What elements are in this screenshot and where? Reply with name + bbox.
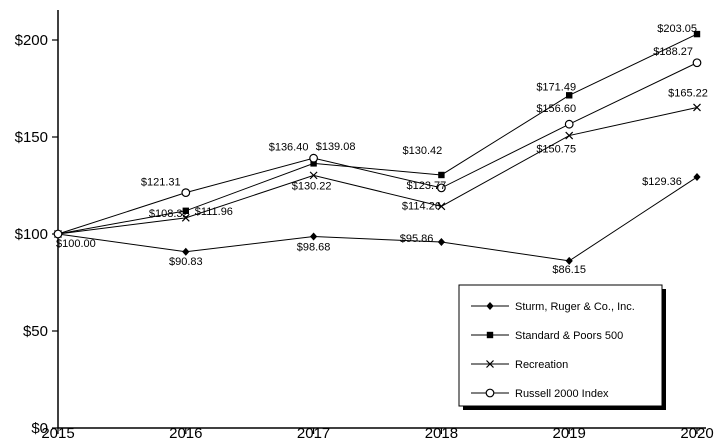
- data-label: $139.08: [316, 141, 356, 153]
- x-marker: [437, 202, 446, 211]
- x-marker: [181, 213, 190, 222]
- series-line: [57, 33, 698, 235]
- square-marker: [486, 331, 494, 339]
- data-label: $123.77: [407, 180, 447, 192]
- legend-item: Russell 2000 Index: [471, 388, 609, 400]
- data-label: $171.49: [536, 81, 576, 93]
- data-label: $90.83: [169, 256, 203, 268]
- square-marker: [693, 30, 701, 38]
- y-tick-label: $200: [15, 32, 48, 49]
- legend-label: Recreation: [515, 359, 568, 371]
- series-x: $108.32 $130.22 $114.26 $150.75 $165.22: [54, 87, 708, 238]
- data-label: $150.75: [536, 144, 576, 156]
- data-label: $188.27: [653, 46, 693, 58]
- x-tick-label: 2015: [41, 425, 74, 440]
- data-label: $108.32: [149, 208, 189, 220]
- data-label: $129.36: [642, 176, 682, 188]
- x-tick-label: 2019: [553, 425, 586, 440]
- y-tick-label: $50: [23, 323, 48, 340]
- circle-marker: [564, 119, 574, 129]
- legend-label: Standard & Poors 500: [515, 330, 623, 342]
- start-data-label: $100.00: [56, 238, 96, 250]
- data-label: $111.96: [195, 206, 233, 218]
- square-marker: [310, 160, 317, 167]
- series-line: [57, 106, 698, 235]
- diamond-marker: [437, 238, 445, 247]
- circle-marker: [309, 153, 319, 163]
- circle-marker: [485, 388, 495, 398]
- x-marker: [693, 103, 701, 112]
- x-marker: [486, 360, 494, 368]
- legend-item: Standard & Poors 500: [471, 330, 623, 342]
- diamond-marker: [693, 173, 701, 182]
- data-label: $114.26: [402, 200, 441, 212]
- legend-label: Russell 2000 Index: [515, 388, 609, 400]
- data-label: $156.60: [536, 103, 576, 115]
- data-label: $121.31: [141, 177, 181, 189]
- series-square: $111.96 $136.40 $130.42 $171.49 $203.05: [54, 23, 701, 238]
- square-marker: [182, 207, 189, 214]
- circle-marker: [53, 229, 63, 239]
- data-label: $130.42: [403, 145, 443, 157]
- series-diamond: $90.83 $98.68 $95.86 $86.15 $129.36: [54, 173, 701, 276]
- diamond-marker: [486, 302, 494, 310]
- x-tick-label: 2017: [297, 425, 330, 440]
- y-tick-label: $150: [15, 129, 48, 146]
- data-label: $165.22: [668, 87, 708, 99]
- data-label: $95.86: [400, 233, 434, 245]
- y-tick-label: $0: [31, 420, 48, 437]
- x-tick-label: 2016: [169, 425, 202, 440]
- diamond-marker: [565, 256, 573, 265]
- axes: $0 $50 $100 $150 $200 2015 2016 2017 2018 2019 202…: [15, 10, 714, 440]
- square-marker: [566, 92, 573, 99]
- diamond-marker: [182, 247, 190, 256]
- data-label: $203.05: [657, 23, 697, 35]
- x-marker: [309, 171, 318, 180]
- x-tick-label: 2018: [425, 425, 458, 440]
- legend-item: Recreation: [471, 359, 568, 371]
- series-circle: $121.31 $139.08 $123.77 $156.60 $188.27: [53, 46, 702, 239]
- series-line: [57, 176, 698, 262]
- data-label: $130.22: [292, 180, 332, 192]
- data-label: $136.40: [269, 141, 309, 153]
- legend-label: Sturm, Ruger & Co., Inc.: [515, 301, 635, 313]
- circle-marker: [437, 183, 446, 193]
- data-label: $86.15: [552, 264, 586, 276]
- legend: Sturm, Ruger & Co., Inc. Standard & Poors…: [458, 284, 666, 410]
- legend-item: Sturm, Ruger & Co., Inc.: [471, 301, 635, 313]
- data-label: $98.68: [297, 242, 331, 254]
- circle-marker: [692, 58, 702, 68]
- circle-marker: [181, 188, 191, 198]
- y-tick-label: $100: [15, 226, 48, 243]
- x-tick-label: 2020: [680, 425, 713, 440]
- square-marker: [438, 171, 445, 179]
- x-marker: [565, 131, 574, 140]
- diamond-marker: [310, 232, 318, 241]
- series-line: [57, 62, 698, 235]
